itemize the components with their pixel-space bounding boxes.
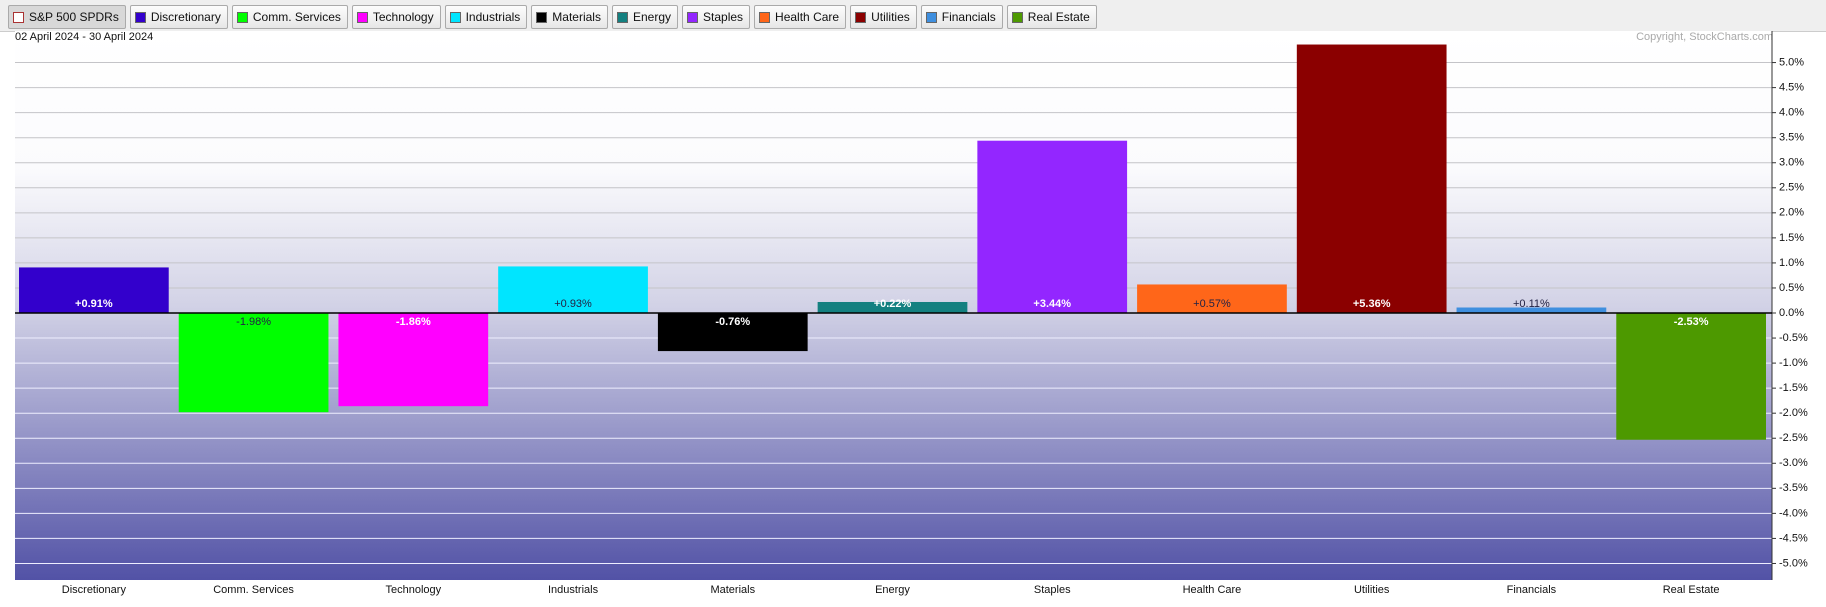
x-tick-label: Real Estate — [1663, 584, 1720, 596]
y-tick-label: -4.5% — [1779, 532, 1808, 544]
y-tick-label: 4.5% — [1779, 82, 1804, 94]
y-tick-label: -1.5% — [1779, 382, 1808, 394]
y-tick-label: 3.0% — [1779, 157, 1804, 169]
legend-label: Technology — [372, 10, 434, 24]
legend-label: Real Estate — [1027, 10, 1090, 24]
bar — [338, 313, 489, 407]
legend-item[interactable]: Industrials — [444, 5, 528, 29]
bar — [178, 313, 329, 413]
value-label: +5.36% — [1353, 298, 1391, 310]
legend-label: Discretionary — [150, 10, 221, 24]
legend-item[interactable]: Financials — [920, 5, 1003, 29]
x-tick-label: Staples — [1034, 584, 1071, 596]
value-label: -2.53% — [1674, 316, 1709, 328]
legend-label: Financials — [941, 10, 996, 24]
legend: S&P 500 SPDRs Discretionary Comm. Service… — [8, 5, 1097, 29]
x-tick-label: Health Care — [1183, 584, 1242, 596]
legend-swatch — [925, 11, 937, 23]
legend-swatch — [356, 11, 368, 23]
value-label: +0.11% — [1513, 298, 1550, 310]
legend-swatch — [855, 11, 867, 23]
legend-group-button[interactable]: S&P 500 SPDRs — [8, 5, 126, 29]
value-label: -1.86% — [396, 316, 431, 328]
legend-item[interactable]: Real Estate — [1006, 5, 1097, 29]
legend-label: Industrials — [465, 10, 521, 24]
value-label: -0.76% — [715, 316, 750, 328]
x-tick-label: Industrials — [548, 584, 599, 596]
legend-item[interactable]: Materials — [531, 5, 608, 29]
x-tick-label: Discretionary — [62, 584, 127, 596]
bar — [1616, 313, 1766, 440]
x-tick-label: Financials — [1507, 584, 1557, 596]
bar — [1456, 307, 1607, 314]
x-tick-label: Materials — [710, 584, 755, 596]
x-tick-label: Utilities — [1354, 584, 1390, 596]
legend-item[interactable]: Staples — [682, 5, 751, 29]
legend-item[interactable]: Energy — [611, 5, 679, 29]
y-tick-label: -2.5% — [1779, 432, 1808, 444]
bar — [977, 140, 1128, 314]
legend-item[interactable]: Technology — [351, 5, 441, 29]
y-tick-label: 5.0% — [1779, 56, 1804, 68]
legend-label: Staples — [703, 10, 744, 24]
value-label: +3.44% — [1033, 298, 1071, 310]
bar — [1137, 284, 1287, 314]
y-tick-label: 2.0% — [1779, 207, 1804, 219]
y-tick-label: -3.0% — [1779, 457, 1808, 469]
legend-label: Materials — [552, 10, 601, 24]
y-tick-label: 1.5% — [1779, 232, 1804, 244]
y-tick-label: -0.5% — [1779, 332, 1808, 344]
value-label: +0.57% — [1193, 298, 1231, 310]
bar — [19, 267, 169, 314]
legend-swatch — [134, 11, 146, 23]
y-tick-label: -4.0% — [1779, 507, 1808, 519]
legend-swatch — [759, 11, 771, 23]
value-label: -1.98% — [236, 316, 271, 328]
legend-swatch — [236, 11, 248, 23]
bar — [657, 313, 808, 352]
legend-item[interactable]: Utilities — [850, 5, 917, 29]
legend-label: Energy — [632, 10, 672, 24]
value-label: +0.91% — [75, 298, 113, 310]
bar — [817, 301, 968, 314]
x-tick-label: Technology — [385, 584, 441, 596]
x-tick-label: Comm. Services — [213, 584, 294, 596]
y-tick-label: -2.0% — [1779, 407, 1808, 419]
legend-swatch — [616, 11, 628, 23]
copyright: Copyright, StockCharts.com — [1636, 31, 1773, 43]
legend-item[interactable]: Discretionary — [129, 5, 228, 29]
value-label: +0.93% — [554, 298, 592, 310]
value-label: +0.22% — [874, 298, 912, 310]
y-tick-label: 4.0% — [1779, 107, 1804, 119]
y-tick-label: -1.0% — [1779, 357, 1808, 369]
checkbox — [13, 11, 24, 23]
legend-item[interactable]: Health Care — [754, 5, 847, 29]
legend-label: Comm. Services — [252, 10, 341, 24]
legend-label: Utilities — [871, 10, 910, 24]
date-range: 02 April 2024 - 30 April 2024 — [15, 31, 153, 43]
legend-swatch — [536, 11, 548, 23]
y-tick-label: 0.5% — [1779, 282, 1804, 294]
legend-swatch — [449, 11, 461, 23]
legend-group-label: S&P 500 SPDRs — [29, 10, 119, 24]
legend-swatch — [687, 11, 699, 23]
bar — [498, 266, 648, 314]
legend-item[interactable]: Comm. Services — [231, 5, 348, 29]
legend-label: Health Care — [775, 10, 840, 24]
y-tick-label: 2.5% — [1779, 182, 1804, 194]
y-tick-label: 1.0% — [1779, 257, 1804, 269]
y-tick-label: -5.0% — [1779, 557, 1808, 569]
bar — [1296, 44, 1447, 314]
y-tick-label: 0.0% — [1779, 307, 1804, 319]
y-tick-label: -3.5% — [1779, 482, 1808, 494]
y-tick-label: 3.5% — [1779, 132, 1804, 144]
legend-swatch — [1011, 11, 1023, 23]
x-tick-label: Energy — [875, 584, 910, 596]
